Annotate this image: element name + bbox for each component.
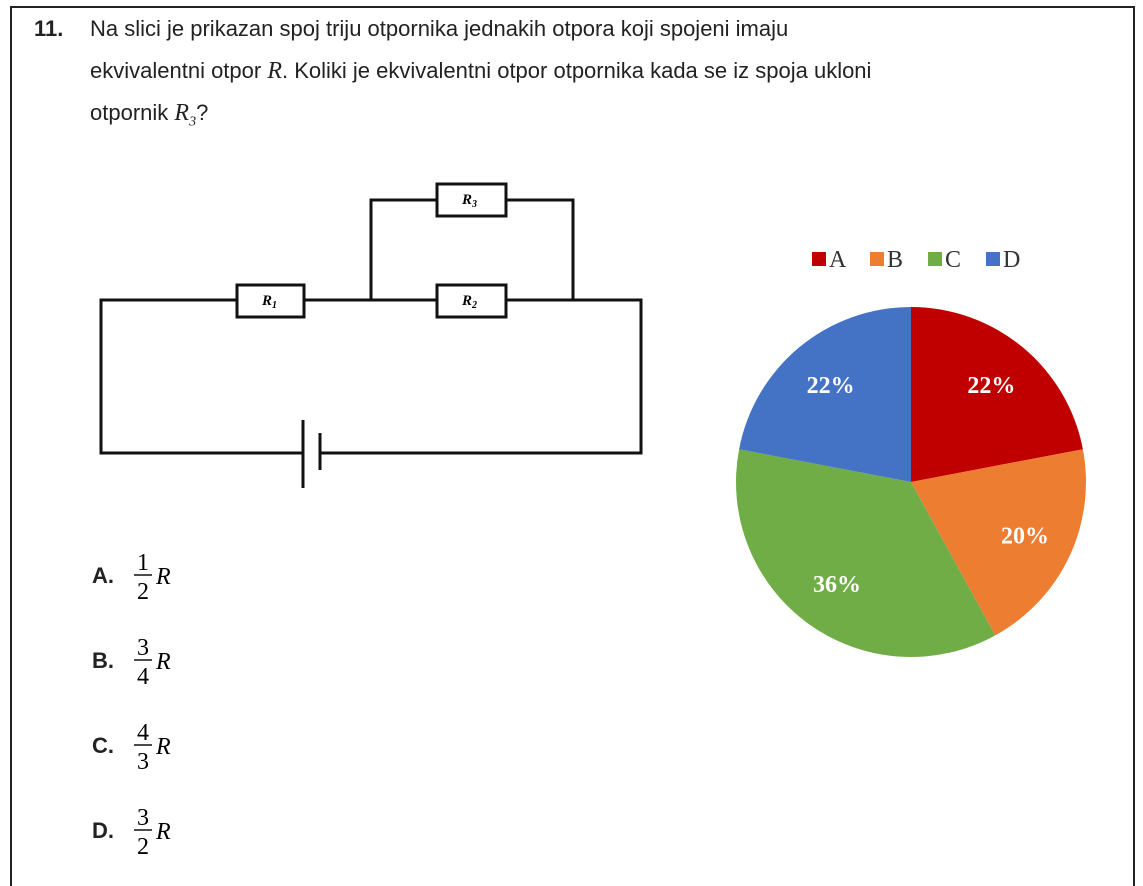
question-number: 11.: [34, 16, 64, 41]
option-letter: C.: [92, 733, 114, 758]
index: 1: [272, 300, 277, 311]
variable: R: [155, 564, 171, 590]
numerator: 4: [137, 720, 149, 746]
text: . Koliki je ekvivalentni otpor otpornika…: [282, 58, 872, 83]
pie-slice: [911, 449, 1086, 636]
variable: R: [155, 819, 171, 845]
legend-swatch: [812, 252, 826, 266]
symbol: R: [261, 293, 272, 309]
pie-slice: [739, 307, 911, 482]
pie-slice: [736, 449, 996, 658]
pie-slice: [911, 307, 1083, 482]
resistor-label: R2: [461, 293, 477, 311]
text: Na slici je prikazan spoj triju otpornik…: [90, 16, 789, 41]
frame: [10, 6, 1135, 886]
variable: R: [174, 100, 190, 126]
legend-label: B: [887, 247, 903, 273]
resistor: [435, 283, 508, 319]
symbol: R: [461, 192, 472, 208]
numerator: 3: [137, 635, 149, 661]
legend-label: D: [1003, 247, 1020, 273]
subscript: 3: [189, 114, 197, 130]
legend-swatch: [928, 252, 942, 266]
legend-swatch: [870, 252, 884, 266]
data-label: 20%: [1001, 524, 1049, 550]
option-letter: A.: [92, 563, 114, 588]
question-line: ekvivalentni otpor R. Koliki je ekvivale…: [90, 58, 871, 85]
legend-label: A: [829, 247, 847, 273]
legend-swatch: [986, 252, 1000, 266]
denominator: 4: [137, 664, 149, 690]
text: otpornik: [90, 100, 175, 125]
denominator: 2: [137, 834, 149, 860]
denominator: 2: [137, 579, 149, 605]
index: 3: [471, 199, 477, 210]
index: 2: [471, 300, 477, 311]
option-letter: B.: [92, 648, 114, 673]
question-line: otpornik R3?: [90, 100, 208, 130]
resistor-label: R3: [461, 192, 477, 210]
text: ?: [196, 100, 209, 125]
variable: R: [155, 734, 171, 760]
circuit: R1 R2 R3: [99, 182, 643, 488]
question-line: Na slici je prikazan spoj triju otpornik…: [90, 16, 788, 42]
denominator: 3: [137, 749, 149, 775]
numerator: 1: [137, 550, 149, 576]
data-label: 22%: [807, 373, 855, 399]
data-label: 36%: [813, 572, 861, 598]
resistor: [235, 283, 306, 319]
numerator: 3: [137, 805, 149, 831]
variable: R: [155, 649, 171, 675]
variable: R: [267, 58, 282, 84]
data-label: 22%: [967, 373, 1015, 399]
wire: [99, 198, 643, 455]
legend-label: C: [945, 247, 961, 273]
pie-chart: 22% 20% 36% 22% A B C D: [736, 247, 1086, 658]
resistor: [435, 182, 508, 218]
option-letter: D.: [92, 818, 114, 843]
symbol: R: [461, 293, 472, 309]
text: ekvivalentni otpor: [90, 58, 268, 83]
resistor-label: R1: [261, 293, 277, 311]
